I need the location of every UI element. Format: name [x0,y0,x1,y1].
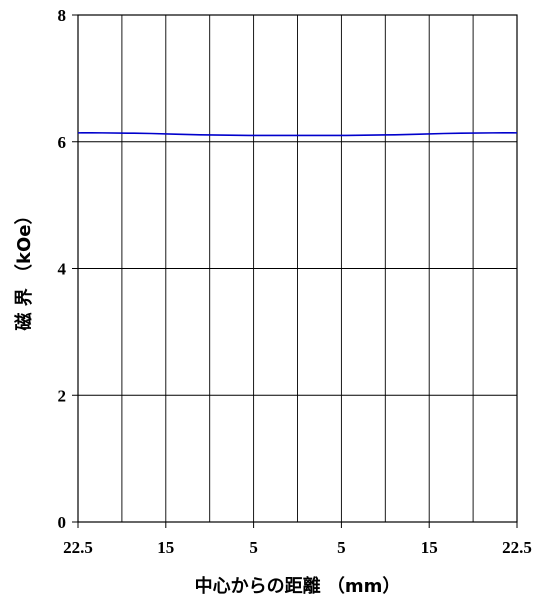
series-layer [77,132,518,137]
y-tick-label: 4 [58,260,67,279]
y-tick-label: 6 [58,133,67,152]
x-tick-label: 22.5 [502,538,532,557]
x-tick-label: 22.5 [63,538,93,557]
x-tick-label: 5 [249,538,258,557]
horizontal-gridlines [78,141,517,396]
y-tick-label: 0 [58,513,67,532]
y-axis-label: 磁 界 （kOe） [13,206,35,330]
x-tick-labels: 22.5 15 5 5 15 22.5 [63,522,532,557]
x-tick-label: 15 [421,538,438,557]
y-tick-label: 2 [58,386,67,405]
series-line [77,132,518,137]
y-tick-label: 8 [58,6,67,25]
x-tick-label: 15 [157,538,174,557]
y-tick-labels: 0 2 4 6 8 [58,6,78,532]
x-tick-label: 5 [337,538,346,557]
x-axis-label: 中心からの距離 （mm） [195,575,401,597]
